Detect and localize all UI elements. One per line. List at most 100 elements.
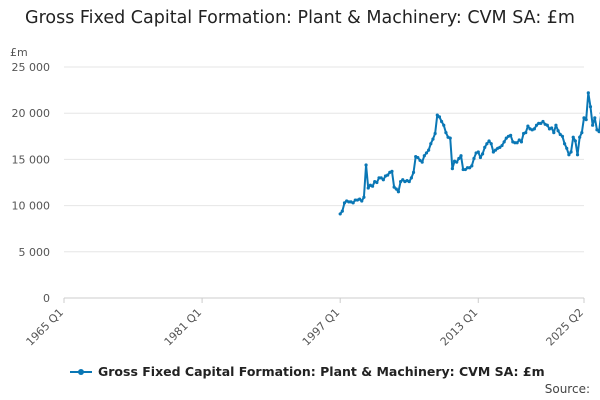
data-point[interactable] [364, 163, 368, 167]
data-point[interactable] [586, 91, 590, 95]
data-point[interactable] [381, 178, 385, 182]
data-point[interactable] [558, 132, 562, 137]
data-point[interactable] [422, 154, 426, 158]
data-point[interactable] [532, 127, 536, 131]
data-point[interactable] [386, 173, 390, 177]
data-point[interactable] [487, 139, 491, 143]
y-tick-label: 0 [43, 292, 50, 305]
data-point[interactable] [379, 176, 383, 180]
data-point[interactable] [418, 158, 422, 162]
data-point[interactable] [519, 140, 524, 144]
data-point[interactable] [439, 119, 444, 124]
data-point[interactable] [504, 136, 508, 140]
data-point[interactable] [485, 142, 489, 146]
data-point[interactable] [517, 138, 521, 142]
data-point[interactable] [394, 187, 398, 191]
data-point[interactable] [578, 135, 582, 139]
data-point[interactable] [375, 180, 379, 185]
gridlines [64, 66, 584, 299]
y-tick-label: 20 000 [12, 107, 51, 120]
data-point[interactable] [399, 179, 403, 184]
data-point[interactable] [493, 148, 498, 152]
data-point[interactable] [407, 179, 411, 184]
data-point[interactable] [362, 195, 366, 199]
data-point[interactable] [478, 155, 483, 160]
data-point[interactable] [431, 137, 435, 141]
data-point[interactable] [584, 118, 588, 122]
data-point[interactable] [392, 185, 396, 189]
data-point[interactable] [435, 113, 439, 117]
data-point[interactable] [524, 131, 528, 135]
data-point[interactable] [595, 128, 599, 132]
data-point[interactable] [515, 141, 519, 145]
data-point[interactable] [442, 123, 446, 127]
data-point[interactable] [416, 155, 420, 160]
data-point[interactable] [491, 150, 495, 154]
data-point[interactable] [358, 197, 362, 201]
data-point[interactable] [396, 190, 401, 194]
data-point[interactable] [366, 186, 370, 190]
data-point[interactable] [565, 146, 569, 150]
y-tick-label: 5 000 [19, 246, 51, 259]
data-point[interactable] [571, 135, 575, 139]
data-point[interactable] [554, 123, 558, 127]
data-point[interactable] [433, 131, 437, 136]
data-point[interactable] [489, 142, 493, 146]
data-point[interactable] [463, 167, 467, 172]
data-point[interactable] [450, 167, 454, 171]
data-point[interactable] [509, 133, 513, 137]
data-point[interactable] [476, 150, 480, 154]
data-point[interactable] [401, 178, 405, 182]
data-point[interactable] [470, 164, 474, 168]
data-point[interactable] [424, 151, 429, 155]
series-line [339, 91, 600, 215]
chart-title: Gross Fixed Capital Formation: Plant & M… [25, 8, 575, 28]
data-point[interactable] [591, 123, 595, 127]
data-point[interactable] [556, 129, 560, 133]
data-point[interactable] [567, 153, 571, 157]
data-point[interactable] [342, 201, 347, 205]
data-point[interactable] [409, 176, 413, 180]
data-point[interactable] [580, 131, 584, 135]
data-point[interactable] [351, 201, 355, 205]
data-point[interactable] [459, 154, 463, 158]
data-point[interactable] [582, 116, 586, 120]
data-point[interactable] [545, 123, 549, 127]
data-point[interactable] [338, 212, 342, 216]
data-point[interactable] [370, 184, 375, 188]
data-point[interactable] [455, 160, 459, 164]
data-point[interactable] [575, 153, 580, 157]
data-point[interactable] [420, 160, 424, 164]
data-point[interactable] [427, 148, 431, 152]
data-point[interactable] [498, 145, 502, 149]
data-point[interactable] [541, 119, 545, 124]
data-point[interactable] [444, 131, 448, 135]
data-point[interactable] [429, 142, 433, 146]
data-point[interactable] [502, 140, 506, 144]
data-point[interactable] [360, 199, 364, 203]
data-point[interactable] [593, 116, 597, 120]
data-point[interactable] [457, 156, 461, 161]
legend[interactable]: Gross Fixed Capital Formation: Plant & M… [70, 364, 545, 379]
data-point[interactable] [526, 124, 530, 128]
data-point[interactable] [437, 115, 442, 119]
data-point[interactable] [588, 105, 593, 109]
data-point[interactable] [550, 126, 554, 130]
data-point[interactable] [539, 121, 543, 125]
data-point[interactable] [552, 131, 556, 135]
data-point[interactable] [597, 130, 600, 134]
data-point[interactable] [448, 136, 452, 140]
data-point[interactable] [340, 209, 344, 213]
data-point[interactable] [500, 143, 504, 148]
data-point[interactable] [472, 156, 476, 161]
data-point[interactable] [569, 150, 573, 154]
data-point[interactable] [534, 123, 539, 127]
data-point[interactable] [468, 166, 472, 170]
data-point[interactable] [560, 134, 565, 138]
data-point[interactable] [483, 145, 487, 149]
data-point[interactable] [411, 170, 416, 174]
data-point[interactable] [390, 169, 394, 174]
data-point[interactable] [562, 142, 567, 146]
data-point[interactable] [573, 139, 577, 143]
data-point[interactable] [480, 152, 485, 156]
